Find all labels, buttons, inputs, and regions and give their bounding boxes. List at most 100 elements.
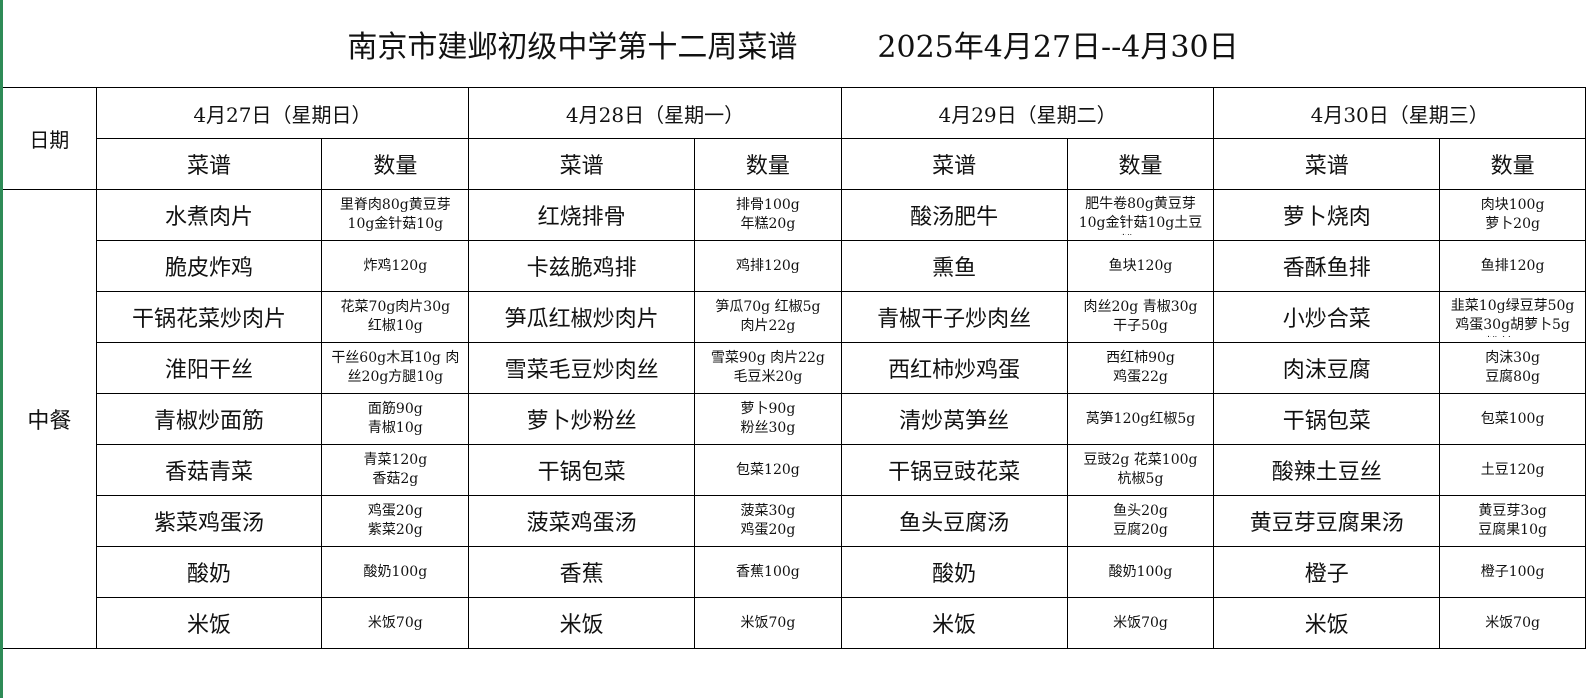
- dish-quantity-cell: 鱼块120g: [1066, 240, 1215, 292]
- dish-quantity: 里脊肉80g黄豆芽 10g金针菇10g: [339, 197, 451, 232]
- day-header: 4月28日（星期一）: [468, 87, 842, 139]
- dish-quantity-cell: 米饭70g: [1066, 597, 1215, 649]
- menu-row: 脆皮炸鸡 炸鸡120g 卡兹脆鸡排 鸡排120g 熏鱼 鱼块120g 香酥鱼排 鱼排120g: [3, 240, 1586, 292]
- dish-name: 干锅豆豉花菜: [840, 444, 1068, 496]
- dish-quantity: 肉丝20g 青椒30g 干子50g: [1083, 299, 1198, 334]
- dish-name: 橙子: [1213, 546, 1441, 598]
- dish-quantity: 肥牛卷80g黄豆芽 10g金针菇10g土豆 粉10g: [1078, 196, 1203, 235]
- dish-quantity: 鱼块120g: [1108, 257, 1173, 274]
- dish-name: 红烧排骨: [468, 189, 695, 241]
- dish-quantity: 干丝60g木耳10g 肉 丝20g方腿10g: [331, 350, 460, 385]
- dish-name: 小炒合菜: [1213, 291, 1441, 343]
- dish-quantity-cell: 笋瓜70g 红椒5g 肉片22g: [694, 291, 842, 343]
- menu-row: 淮阳干丝 干丝60g木耳10g 肉 丝20g方腿10g 雪菜毛豆炒肉丝 雪菜90g 肉…: [3, 342, 1586, 394]
- dish-quantity-cell: 排骨100g 年糕20g: [694, 189, 842, 241]
- dish-quantity-cell: 包菜100g: [1439, 393, 1586, 445]
- dish-name: 米饭: [468, 597, 695, 649]
- dish-quantity: 酸奶100g: [363, 563, 428, 580]
- dish-header: 菜谱: [95, 138, 323, 190]
- dish-quantity: 面筋90g 青椒10g: [367, 401, 423, 436]
- left-border-rule: [0, 0, 3, 698]
- dish-quantity-cell: 肉丝20g 青椒30g 干子50g: [1066, 291, 1215, 343]
- dish-quantity-cell: 香蕉100g: [694, 546, 842, 598]
- menu-row: 中餐 水煮肉片 里脊肉80g黄豆芽 10g金针菇10g 红烧排骨 排骨100g 年糕20…: [3, 189, 1586, 649]
- dish-quantity-cell: 肉块100g 萝卜20g: [1439, 189, 1586, 241]
- dish-quantity-cell: 鱼排120g: [1439, 240, 1586, 292]
- dish-quantity: 米饭70g: [740, 614, 796, 631]
- dish-quantity: 鱼头20g 豆腐20g: [1113, 503, 1168, 538]
- dish-quantity: 鸡排120g: [736, 257, 800, 274]
- dish-name: 肉沫豆腐: [1213, 342, 1441, 394]
- school-week-title: 南京市建邺初级中学第十二周菜谱: [347, 30, 798, 65]
- dish-name: 青椒炒面筋: [95, 393, 323, 445]
- dish-quantity: 豆豉2g 花菜100g 杭椒5g: [1083, 452, 1198, 487]
- qty-header: 数量: [694, 138, 842, 190]
- menu-row: 干锅花菜炒肉片 花菜70g肉片30g 红椒10g 笋瓜红椒炒肉片 笋瓜70g 红椒5g…: [3, 291, 1586, 343]
- dish-quantity-cell: 橙子100g: [1439, 546, 1586, 598]
- dish-name: 卡兹脆鸡排: [468, 240, 695, 292]
- dish-quantity: 萝卜90g 粉丝30g: [740, 401, 796, 436]
- dish-quantity-cell: 豆豉2g 花菜100g 杭椒5g: [1066, 444, 1215, 496]
- dish-quantity-cell: 青菜120g 香菇2g: [321, 444, 470, 496]
- dish-quantity: 雪菜90g 肉片22g 毛豆米20g: [710, 350, 825, 385]
- dish-quantity: 韭菜10g绿豆芽50g 鸡蛋30g胡萝卜5g 粉丝10g: [1450, 298, 1575, 337]
- qty-header: 数量: [1439, 138, 1586, 190]
- day-header: 4月29日（星期二）: [840, 87, 1215, 139]
- dish-name: 酸奶: [840, 546, 1068, 598]
- dish-name: 熏鱼: [840, 240, 1068, 292]
- dish-quantity-cell: 菠菜30g 鸡蛋20g: [694, 495, 842, 547]
- menu-row: 酸奶 酸奶100g 香蕉 香蕉100g 酸奶 酸奶100g 橙子 橙子100g: [3, 546, 1586, 598]
- day-header-row: 日期 4月27日（星期日） 4月28日（星期一） 4月29日（星期二） 4月30…: [3, 87, 1586, 190]
- dish-name: 雪菜毛豆炒肉丝: [468, 342, 695, 394]
- dish-quantity: 炸鸡120g: [363, 257, 428, 274]
- qty-header: 数量: [1066, 138, 1215, 190]
- dish-header: 菜谱: [840, 138, 1068, 190]
- dish-name: 香菇青菜: [95, 444, 323, 496]
- column-header-row: 菜谱 数量 菜谱 数量 菜谱 数量 菜谱 数量: [3, 138, 1586, 190]
- dish-name: 鱼头豆腐汤: [840, 495, 1068, 547]
- dish-quantity: 肉块100g 萝卜20g: [1480, 197, 1545, 232]
- menu-row: 香菇青菜 青菜120g 香菇2g 干锅包菜 包菜120g 干锅豆豉花菜 豆豉2g 花菜10…: [3, 444, 1586, 496]
- dish-quantity-cell: 干丝60g木耳10g 肉 丝20g方腿10g: [321, 342, 470, 394]
- dish-name: 黄豆芽豆腐果汤: [1213, 495, 1441, 547]
- menu-row: 紫菜鸡蛋汤 鸡蛋20g 紫菜20g 菠菜鸡蛋汤 菠菜30g 鸡蛋20g 鱼头豆腐汤 鱼头2…: [3, 495, 1586, 547]
- dish-quantity-cell: 韭菜10g绿豆芽50g 鸡蛋30g胡萝卜5g 粉丝10g: [1439, 291, 1586, 343]
- dish-quantity: 橙子100g: [1480, 563, 1545, 580]
- dish-quantity: 黄豆芽3og 豆腐果10g: [1478, 503, 1547, 538]
- dish-quantity-cell: 米饭70g: [1439, 597, 1586, 649]
- dish-name: 脆皮炸鸡: [95, 240, 323, 292]
- dish-name: 淮阳干丝: [95, 342, 323, 394]
- dish-quantity-cell: 炸鸡120g: [321, 240, 470, 292]
- dish-quantity-cell: 米饭70g: [321, 597, 470, 649]
- dish-name: 香酥鱼排: [1213, 240, 1441, 292]
- dish-quantity: 菠菜30g 鸡蛋20g: [740, 503, 796, 538]
- dish-quantity: 花菜70g肉片30g 红椒10g: [340, 299, 451, 334]
- dish-header: 菜谱: [468, 138, 695, 190]
- dish-name: 青椒干子炒肉丝: [840, 291, 1068, 343]
- dish-quantity: 酸奶100g: [1108, 563, 1173, 580]
- dish-quantity-cell: 肉沫30g 豆腐80g: [1439, 342, 1586, 394]
- dish-name: 菠菜鸡蛋汤: [468, 495, 695, 547]
- dish-quantity: 土豆120g: [1480, 461, 1545, 478]
- dish-quantity: 包菜100g: [1480, 410, 1545, 427]
- dish-quantity: 香蕉100g: [736, 563, 800, 580]
- dish-quantity-cell: 西红柿90g 鸡蛋22g: [1066, 342, 1215, 394]
- dish-quantity-cell: 肥牛卷80g黄豆芽 10g金针菇10g土豆 粉10g: [1066, 189, 1215, 241]
- dish-quantity-cell: 鸡蛋20g 紫菜20g: [321, 495, 470, 547]
- dish-name: 紫菜鸡蛋汤: [95, 495, 323, 547]
- menu-row: 米饭 米饭70g 米饭 米饭70g 米饭 米饭70g 米饭 米饭70g: [3, 597, 1586, 649]
- dish-name: 水煮肉片: [95, 189, 323, 241]
- day-header: 4月27日（星期日）: [95, 87, 470, 139]
- dish-name: 萝卜炒粉丝: [468, 393, 695, 445]
- menu-table: 日期 4月27日（星期日） 4月28日（星期一） 4月29日（星期二） 4月30…: [3, 87, 1586, 649]
- dish-quantity: 笋瓜70g 红椒5g 肉片22g: [715, 299, 821, 334]
- dish-name: 酸辣土豆丝: [1213, 444, 1441, 496]
- dish-quantity-cell: 包菜120g: [694, 444, 842, 496]
- dish-quantity: 鸡蛋20g 紫菜20g: [367, 503, 423, 538]
- dish-name: 干锅包菜: [468, 444, 695, 496]
- dish-name: 酸汤肥牛: [840, 189, 1068, 241]
- dish-quantity-cell: 鸡排120g: [694, 240, 842, 292]
- dish-name: 西红柿炒鸡蛋: [840, 342, 1068, 394]
- dish-name: 干锅包菜: [1213, 393, 1441, 445]
- dish-quantity: 西红柿90g 鸡蛋22g: [1106, 350, 1175, 385]
